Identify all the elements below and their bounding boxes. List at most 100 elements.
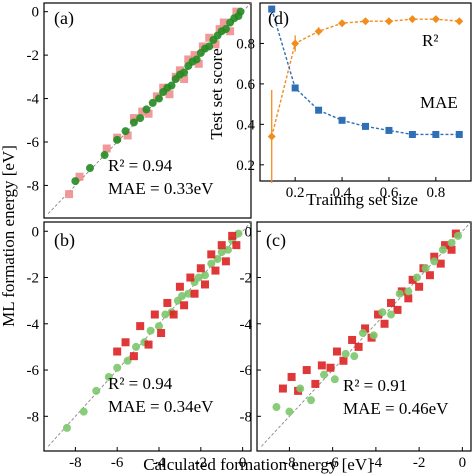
panel-c-test-point — [326, 363, 335, 372]
panel-d-r2-point — [361, 17, 370, 26]
panel-c-marks: 0 -2 -4 -6 -8 -8 -6 -4 -2 0 — [240, 221, 472, 471]
panel-d-r2-point — [291, 39, 300, 48]
panel-a-train-point — [148, 98, 157, 107]
panel-d-ytick-label: 0.4 — [236, 117, 255, 133]
panel-d-mae-point — [408, 130, 416, 138]
panel-b-test-point — [190, 289, 199, 298]
panel-d-r2-point — [267, 132, 276, 141]
panel-c-test-point — [287, 372, 296, 381]
panel-a-train-point — [129, 118, 138, 127]
panel-d-xtick-label: 0.6 — [380, 185, 399, 201]
panel-b-test-point — [113, 347, 122, 356]
panel-b-test-point — [144, 340, 153, 349]
figure-ylabel: ML formation energy [eV] — [0, 145, 18, 327]
panel-a-test-point — [159, 83, 168, 92]
panel-b-train-point — [234, 229, 243, 238]
panel-c-ytick-label: -8 — [240, 409, 253, 425]
panel-c-xtick-label: -6 — [326, 455, 339, 471]
panel-c-test-point — [278, 384, 287, 393]
panel-c-train-point — [404, 287, 413, 296]
panel-a-test-point — [175, 66, 184, 75]
panel-c-test-point — [387, 298, 396, 307]
panel-a-test-point — [194, 59, 203, 68]
panel-b-xtick-label: -8 — [69, 455, 82, 471]
panel-a-test-point — [211, 40, 220, 49]
panel-c-train-point — [272, 403, 281, 412]
panel-c-train-point — [378, 308, 387, 317]
panel-b-train-point — [213, 255, 222, 264]
panel-d-frame — [259, 2, 472, 182]
panel-c-test-point — [415, 282, 424, 291]
panel-a-test-point — [219, 18, 228, 27]
panel-c-test-point — [311, 379, 320, 388]
panel-c-mae: MAE = 0.46eV — [343, 399, 449, 418]
panel-b-train-point — [79, 407, 88, 416]
panel-b-test-point — [129, 352, 138, 361]
panel-b-train-point — [123, 356, 132, 365]
panel-a-test-point — [144, 109, 153, 118]
panel-d-xtick-label: 0.4 — [333, 185, 352, 201]
panel-d-r2-point — [314, 27, 323, 36]
panel-b-train-point — [146, 326, 155, 335]
panel-a-test-point — [165, 90, 174, 99]
panel-b-train-point — [113, 363, 122, 372]
panel-d-mae-point — [362, 122, 369, 130]
panel-b-test-point — [211, 266, 220, 275]
panel-b-test-point — [186, 273, 195, 282]
panel-c-test-point — [441, 241, 450, 250]
panel-d-mae-point — [385, 126, 393, 134]
panel-b-test-point — [121, 338, 130, 347]
panel-b-xtick-label: -4 — [153, 455, 166, 471]
panel-c-test-point — [361, 324, 370, 333]
panel-d-mae-point — [315, 106, 323, 114]
panel-d-ytick-label: 0.2 — [236, 158, 255, 174]
panel-c-label: (c) — [266, 230, 286, 251]
panel-a-ytick-label: -4 — [27, 92, 40, 108]
panel-c-train-point — [387, 310, 396, 319]
panel-a-test-point — [205, 33, 214, 42]
panel-d-r2-point — [408, 15, 417, 24]
panel-c-test-point — [436, 259, 445, 268]
panel-c-train-point — [350, 352, 359, 361]
panel-c-train-point — [296, 384, 305, 393]
panel-c-test-point — [354, 342, 363, 351]
panel-b-test-point — [232, 241, 241, 250]
panel-d-r2-point — [384, 17, 393, 26]
panel-d-ytick-label: 0.8 — [236, 36, 255, 52]
panel-a-train-point — [136, 114, 145, 123]
panel-a-test-point — [75, 172, 84, 181]
panel-a-frame — [43, 2, 252, 219]
panel-d-ylabel: Test set score — [207, 48, 226, 139]
panel-a-train-point — [71, 177, 80, 186]
panel-c-ytick-label: -2 — [240, 271, 253, 287]
panel-c-test-point — [430, 252, 439, 261]
panel-a-train-point — [167, 81, 176, 90]
panel-a-marks: 0 -2 -4 -6 -8 — [27, 2, 252, 214]
panel-a-train-point — [205, 42, 214, 51]
panel-a-r2: R² = 0.94 — [108, 156, 173, 175]
panel-b-ytick-label: 0 — [32, 224, 40, 240]
panel-b-ytick-label: -6 — [27, 363, 40, 379]
panel-c-r2: R² = 0.91 — [343, 376, 407, 395]
panel-c-train-point — [447, 238, 456, 247]
panel-b-train-point — [201, 271, 209, 280]
panel-c-train-point — [438, 245, 447, 254]
panel-d-mae-point — [432, 130, 440, 138]
panel-b-train-point — [184, 289, 193, 298]
panel-a-train-point — [86, 164, 94, 173]
panel-a-train-point — [113, 135, 122, 144]
panel-d-r2-point — [431, 15, 440, 24]
panel-b-train-point — [161, 310, 170, 319]
panel-c-test-point — [380, 319, 389, 328]
panel-d-mae-line — [271, 8, 460, 136]
panel-b-test-point — [169, 310, 178, 319]
panel-b-label: (b) — [54, 230, 75, 251]
panel-c-train-point — [412, 273, 421, 282]
panel-b-test-point — [207, 250, 216, 259]
panel-c-test-point — [317, 361, 326, 370]
panel-b-test-point — [150, 310, 159, 319]
panel-d-ytick-label: 0.6 — [236, 77, 255, 93]
panel-b-test-point — [217, 241, 226, 250]
panel-a-test-point — [129, 114, 138, 123]
